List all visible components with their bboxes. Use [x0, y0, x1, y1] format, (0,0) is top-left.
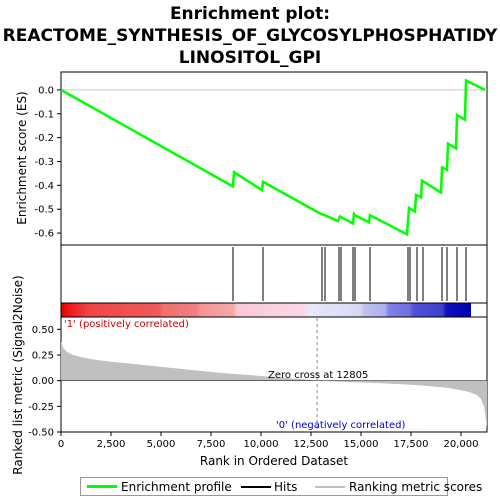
- metric-y-ticks: 0.50 0.25 0.00 -0.25 -0.50: [28, 325, 61, 439]
- hits-panel-frame: [60, 244, 488, 304]
- x-tick-label: 17,500: [394, 439, 429, 450]
- legend-es-swatch: [87, 485, 117, 488]
- metric-y-tick-label: -0.25: [28, 402, 54, 413]
- ranking-gradient-end: [471, 303, 487, 317]
- ranking-color-bar: [60, 302, 488, 318]
- legend: Enrichment profile Hits Ranking metric s…: [80, 477, 482, 496]
- x-tick-label: 2,500: [97, 439, 126, 450]
- x-axis-ticks: 0 2,500 5,000 7,500 10,000 12,500 15,000 17,500…: [58, 432, 479, 450]
- es-profile-line: [60, 78, 486, 237]
- x-tick-label: 15,000: [344, 439, 379, 450]
- metric-y-tick-label: 0.25: [32, 350, 54, 361]
- positive-correlation-label: '1' (positively correlated): [64, 319, 189, 330]
- es-panel: 0.0 -0.1 -0.2 -0.3 -0.4 -0.5 -0.6 Enrichment s…: [15, 71, 488, 246]
- x-tick-label: 10,000: [244, 439, 279, 450]
- x-axis-label: Rank in Ordered Dataset: [200, 454, 348, 468]
- legend-es-label: Enrichment profile: [121, 480, 232, 494]
- zero-cross-label: Zero cross at 12805: [268, 370, 368, 381]
- es-y-ticks: 0.0 -0.1 -0.2 -0.3 -0.4 -0.5 -0.6: [34, 85, 61, 240]
- x-tick-label: 12,500: [294, 439, 329, 450]
- es-y-tick-label: -0.3: [34, 157, 54, 168]
- x-tick-label: 7,500: [197, 439, 226, 450]
- legend-metric-label: Ranking metric scores: [349, 480, 483, 494]
- chart-title: Enrichment plot: REACTOME_SYNTHESIS_OF_G…: [0, 3, 500, 69]
- metric-y-tick-label: 0.00: [32, 376, 54, 387]
- hits-panel: [60, 244, 488, 304]
- ranking-gradient: [61, 303, 471, 317]
- es-y-axis-label: Enrichment score (ES): [15, 91, 29, 224]
- metric-panel: 0.50 0.25 0.00 -0.25 -0.50 '1' (positively c…: [11, 275, 488, 475]
- metric-y-axis-label: Ranked list metric (Signal2Noise): [11, 275, 25, 474]
- x-tick-label: 20,000: [444, 439, 479, 450]
- title-line-2: REACTOME_SYNTHESIS_OF_GLYCOSYLPHOSPHATID…: [2, 26, 498, 46]
- es-y-tick-label: -0.6: [34, 229, 54, 240]
- title-line-3: LINOSITOL_GPI: [178, 48, 322, 68]
- legend-metric-swatch: [315, 486, 345, 488]
- es-y-tick-label: 0.0: [38, 85, 54, 96]
- x-tick-label: 5,000: [147, 439, 176, 450]
- es-y-tick-label: -0.5: [34, 205, 54, 216]
- title-line-1: Enrichment plot:: [169, 4, 331, 24]
- negative-correlation-label: '0' (negatively correlated): [276, 420, 405, 431]
- x-tick-label: 0: [58, 439, 64, 450]
- legend-hits-label: Hits: [274, 480, 298, 494]
- es-panel-frame: [60, 71, 488, 246]
- metric-y-tick-label: 0.50: [32, 325, 54, 336]
- metric-y-tick-label: -0.50: [28, 428, 54, 439]
- legend-hits-swatch: [241, 486, 271, 488]
- es-y-tick-label: -0.4: [34, 181, 54, 192]
- es-y-tick-label: -0.1: [34, 109, 54, 120]
- hit-lines: [232, 247, 467, 301]
- es-y-tick-label: -0.2: [34, 133, 54, 144]
